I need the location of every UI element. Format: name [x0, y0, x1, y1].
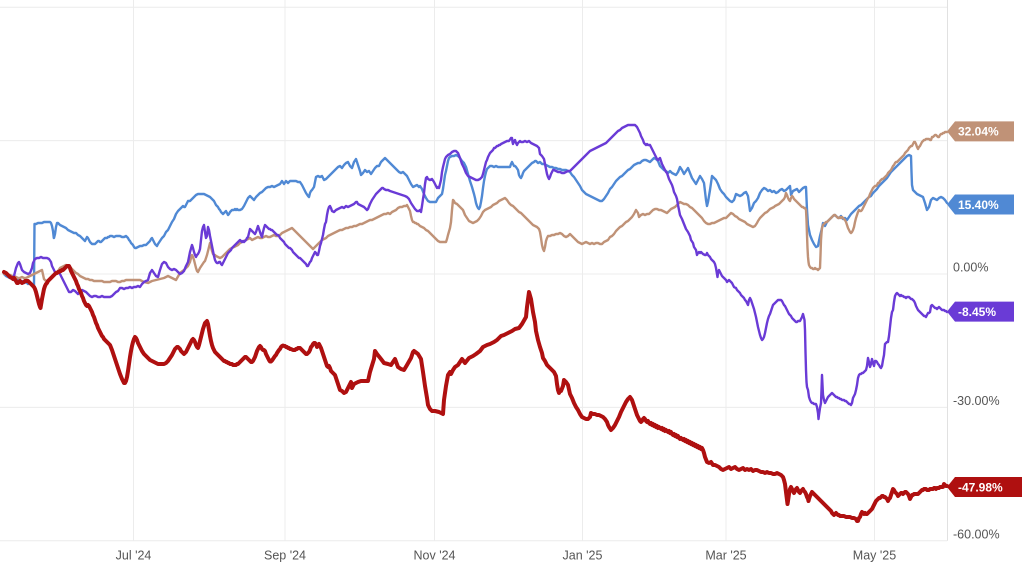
svg-text:0.00%: 0.00% [953, 260, 988, 274]
svg-text:Jul '24: Jul '24 [116, 549, 152, 563]
svg-text:-60.00%: -60.00% [953, 528, 1000, 542]
svg-text:May '25: May '25 [853, 549, 896, 563]
svg-text:15.40%: 15.40% [958, 198, 999, 212]
svg-text:Jan '25: Jan '25 [563, 549, 603, 563]
svg-text:32.04%: 32.04% [958, 125, 999, 139]
svg-text:-30.00%: -30.00% [953, 394, 1000, 408]
svg-text:Nov '24: Nov '24 [414, 549, 456, 563]
svg-text:Mar '25: Mar '25 [705, 549, 746, 563]
svg-text:Sep '24: Sep '24 [264, 549, 306, 563]
svg-text:-47.98%: -47.98% [958, 480, 1003, 494]
svg-text:-8.45%: -8.45% [958, 305, 996, 319]
